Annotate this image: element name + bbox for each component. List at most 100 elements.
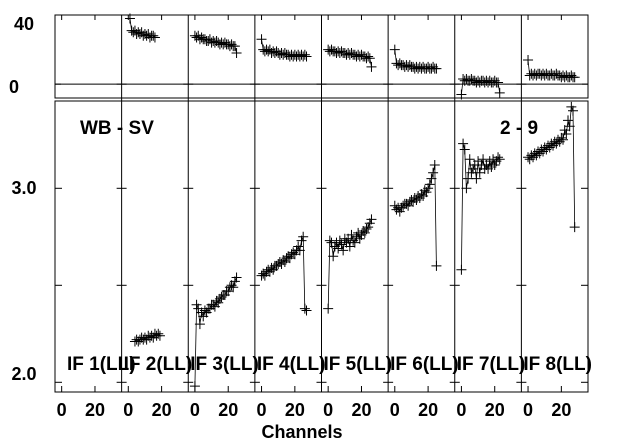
panel-5-phase-point-25: [364, 53, 375, 64]
panel-3-amp-point-0: [189, 381, 200, 392]
panel-4-amp-point-17: [284, 253, 295, 264]
panel-8-amp-point-24: [563, 115, 574, 126]
panel-label-7: IF 7(LL): [457, 354, 526, 375]
panel-7-amp-point-0: [456, 264, 467, 275]
x-axis-title: Channels: [261, 422, 342, 442]
panel-4-xtick-label-1: 20: [285, 400, 305, 420]
panel-1: 0 20 IF 1(LL): [57, 15, 136, 420]
panel-5-amp-point-16: [349, 237, 360, 248]
panel-6-amp-point-8: [403, 200, 414, 211]
panel-5-amp-point-13: [344, 241, 355, 252]
panel-5-amp-point-22: [359, 227, 370, 238]
panel-6-amp-point-22: [426, 173, 437, 184]
panel-5-amp-point-9: [338, 245, 349, 256]
panel-3-amp-point-1: [191, 299, 202, 310]
panel-7-amp-point-1: [458, 138, 469, 149]
panel-6-amp-point-19: [421, 187, 432, 198]
panel-5-amp-point-7: [334, 235, 345, 246]
panel-3-amp-point-3: [194, 319, 205, 330]
panel-4-phase-point-0: [256, 34, 267, 45]
panel-7-amp-point-13: [478, 154, 489, 165]
panel-6-phase-point-25: [431, 63, 442, 74]
panel-7-amp-point-20: [489, 160, 500, 171]
panel-label-3: IF 3(LL): [190, 354, 259, 375]
panel-2: 0 20 IF 2(LL): [116, 13, 193, 420]
panel-label-8: IF 8(LL): [523, 354, 592, 375]
panel-7-amp-point-5: [464, 154, 475, 165]
panel-7-amp-point-2: [459, 144, 470, 155]
panel-8-amp-point-20: [556, 132, 567, 143]
source-label: WB - SV: [80, 118, 154, 139]
panel-8-amp-point-27: [568, 105, 579, 116]
panel-5-phase-point-24: [363, 51, 374, 62]
panel-2-xtick-label-0: 0: [123, 400, 133, 420]
panel-4-amp-point-26: [299, 303, 310, 314]
panel-6-amp-point-23: [428, 167, 439, 178]
panel-3-amp-point-20: [223, 286, 234, 297]
panel-7-amp-point-23: [494, 154, 505, 165]
panel-5-amp-point-24: [363, 222, 374, 233]
phase-ytick-label-zero: 0: [9, 77, 19, 97]
panel-3-xtick-label-0: 0: [190, 400, 200, 420]
amp-ytick-label-3: 3.0: [11, 178, 36, 198]
panel-6-phase-point-0: [389, 44, 400, 55]
panel-7-amp-point-3: [461, 183, 472, 194]
panel-7-phase-point-0: [456, 89, 467, 100]
panel-3-xtick-label-1: 20: [218, 400, 238, 420]
panel-label-6: IF 6(LL): [390, 354, 459, 375]
panel-5: 0 20 IF 5(LL): [316, 14, 393, 420]
panel-8-amp-point-23: [561, 128, 572, 139]
panel-5-amp-point-3: [328, 251, 339, 262]
panel-7-phase-point-22: [493, 77, 504, 88]
amp-ytick-label-2: 2.0: [11, 364, 36, 384]
panel-3: 0 20 IF 3(LL): [183, 14, 259, 420]
panel-1-xtick-label-1: 20: [85, 400, 105, 420]
panel-4-phase-line: [261, 39, 307, 58]
panel-6-amp-point-24: [429, 160, 440, 171]
panel-5-amp-point-0: [323, 303, 334, 314]
panel-4-phase-point-27: [301, 51, 312, 62]
panel-3-amp-point-24: [229, 276, 240, 287]
panel-5-amp-point-14: [346, 229, 357, 240]
panel-label-5: IF 5(LL): [324, 354, 393, 375]
panel-7-amp-line: [461, 143, 501, 270]
panel-2-phase-point-14: [148, 30, 159, 41]
panel-7-amp-point-9: [471, 173, 482, 184]
panel-7-phase-line: [461, 78, 501, 95]
panel-2-xtick-label-1: 20: [152, 400, 172, 420]
panel-6-amp-point-25: [431, 260, 442, 271]
panel-label-1: IF 1(LL): [67, 354, 136, 375]
panel-6-amp-point-20: [423, 183, 434, 194]
panel-1-xtick-label-0: 0: [57, 400, 67, 420]
panel-4-amp-point-23: [294, 245, 305, 256]
panel-8-amp-point-26: [566, 101, 577, 112]
panel-5-amp-point-19: [354, 233, 365, 244]
panel-5-amp-point-8: [336, 239, 347, 250]
panel-5-amp-point-26: [366, 214, 377, 225]
panel-3-phase-point-25: [231, 48, 242, 59]
panel-4: 0 20 IF 4(LL): [249, 14, 325, 420]
panel-8-amp-point-22: [559, 125, 570, 136]
panel-label-2: IF 2(LL): [124, 354, 193, 375]
panel-7-phase-point-23: [494, 87, 505, 98]
panel-3-amp-point-25: [231, 272, 242, 283]
panel-8-phase-point-0: [523, 54, 534, 65]
panel-8-amp-point-28: [569, 222, 580, 233]
panel-8-xtick-label-0: 0: [523, 400, 533, 420]
panel-5-amp-point-25: [364, 218, 375, 229]
panel-2-amp-point-14: [153, 328, 164, 339]
panel-4-phase-point-26: [299, 49, 310, 60]
panel-5-amp-point-23: [361, 224, 372, 235]
panel-4-amp-point-2: [259, 270, 270, 281]
panel-3-phase-point-24: [229, 41, 240, 52]
panel-6-amp-point-3: [394, 206, 405, 217]
panel-8-phase-point-28: [569, 72, 580, 83]
panel-5-xtick-label-0: 0: [323, 400, 333, 420]
panel-2-amp-point-15: [154, 330, 165, 341]
phase-ytick-label-top: 40: [14, 14, 34, 34]
panel-7-amp-point-7: [468, 163, 479, 174]
panel-5-xtick-label-1: 20: [351, 400, 371, 420]
panel-4-amp-point-27: [301, 305, 312, 316]
panel-8: 0 20 IF 8(LL): [516, 14, 592, 420]
